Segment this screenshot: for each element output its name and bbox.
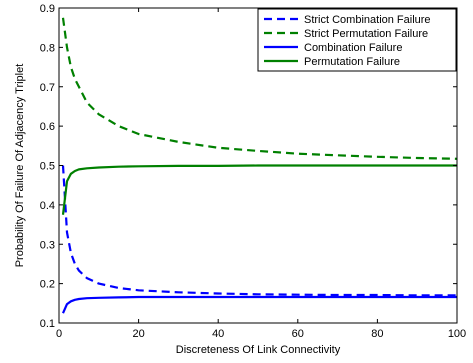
x-tick-label: 100 bbox=[448, 328, 466, 340]
y-tick-label: 0.9 bbox=[40, 3, 55, 15]
legend-label-2: Strict Permutation Failure bbox=[304, 28, 428, 40]
legend-label-4: Permutation Failure bbox=[304, 56, 400, 68]
y-tick-label: 0.4 bbox=[40, 200, 55, 212]
x-tick-label: 0 bbox=[56, 328, 62, 340]
x-tick-label: 60 bbox=[292, 328, 304, 340]
y-tick-label: 0.7 bbox=[40, 82, 55, 94]
series-line-3 bbox=[61, 295, 457, 314]
axes: 0 20 40 60 80 100 0.1 0.2 0.3 0.4 0.5 0.6 0.7 0.8 0.9 bbox=[40, 3, 466, 340]
x-tick-label: 80 bbox=[371, 328, 383, 340]
series-line-2 bbox=[61, 17, 458, 160]
series-line-1 bbox=[61, 165, 457, 297]
y-tick-label: 0.5 bbox=[40, 161, 55, 173]
x-tick-label: 40 bbox=[212, 328, 224, 340]
y-tick-label: 0.1 bbox=[40, 318, 55, 330]
legend: Strict Combination Failure Strict Permuta… bbox=[257, 8, 457, 72]
y-tick-label: 0.6 bbox=[40, 121, 55, 133]
y-tick-label: 0.8 bbox=[40, 42, 55, 54]
legend-label-1: Strict Combination Failure bbox=[304, 14, 431, 26]
series-line-4 bbox=[61, 164, 457, 215]
legend-label-3: Combination Failure bbox=[304, 42, 402, 54]
plot-area bbox=[61, 17, 458, 314]
y-axis-label: Probability Of Failure Of Adjacency Trip… bbox=[14, 64, 26, 268]
y-tick-label: 0.3 bbox=[40, 239, 55, 251]
x-tick-label: 20 bbox=[132, 328, 144, 340]
y-tick-label: 0.2 bbox=[40, 279, 55, 291]
x-axis-label: Discreteness Of Link Connectivity bbox=[176, 344, 341, 356]
